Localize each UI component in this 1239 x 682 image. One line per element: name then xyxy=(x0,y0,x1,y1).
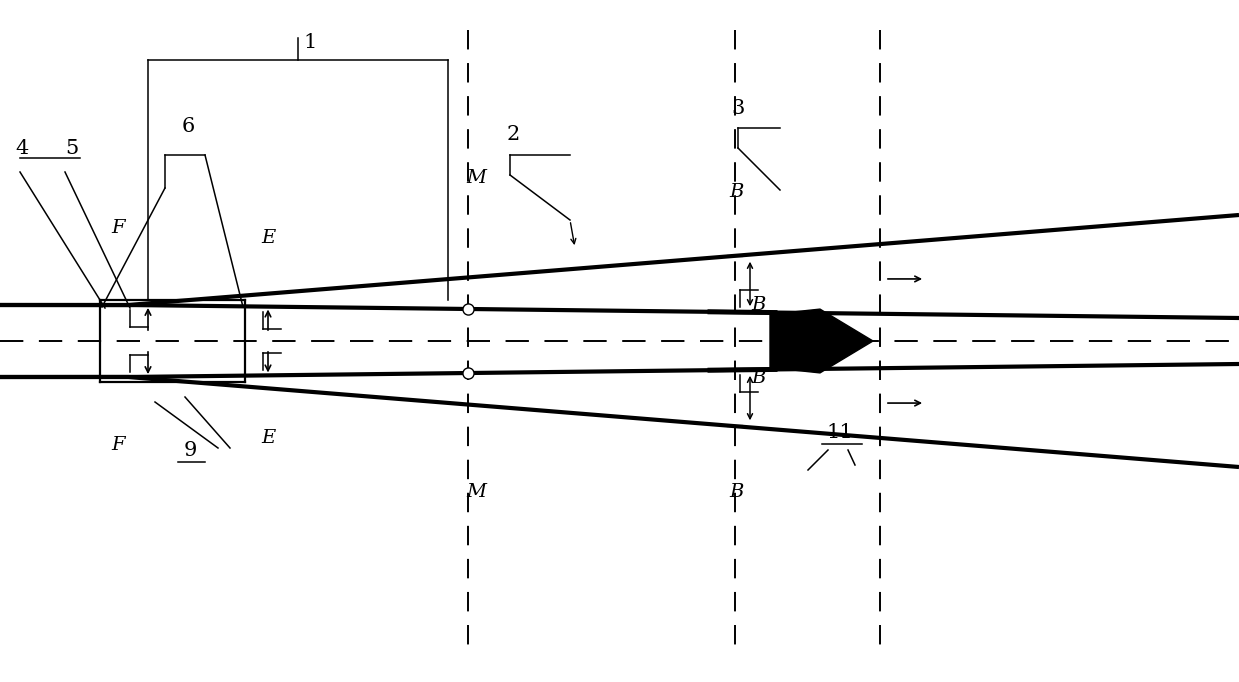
Text: 1: 1 xyxy=(304,33,317,52)
Text: 11: 11 xyxy=(826,423,854,441)
Text: 9: 9 xyxy=(183,441,197,460)
Text: B: B xyxy=(751,296,766,314)
Polygon shape xyxy=(769,309,873,373)
Text: 3: 3 xyxy=(731,98,745,117)
Text: 6: 6 xyxy=(181,117,195,136)
Text: M: M xyxy=(466,169,486,187)
Text: F: F xyxy=(112,219,125,237)
Text: B: B xyxy=(751,369,766,387)
Text: M: M xyxy=(466,483,486,501)
Text: 5: 5 xyxy=(66,138,78,158)
Text: F: F xyxy=(112,436,125,454)
Text: 4: 4 xyxy=(15,138,28,158)
Text: B: B xyxy=(729,483,743,501)
Text: E: E xyxy=(261,229,275,247)
Text: B: B xyxy=(729,183,743,201)
Text: E: E xyxy=(261,429,275,447)
Text: 2: 2 xyxy=(507,125,519,145)
